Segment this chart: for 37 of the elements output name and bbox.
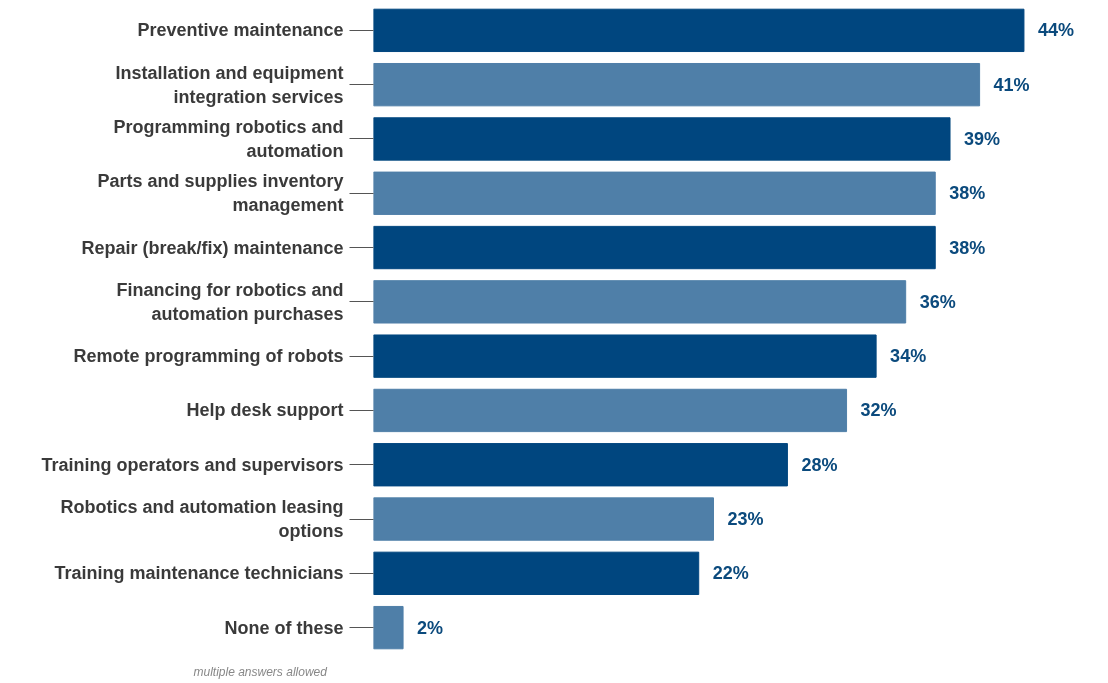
bar bbox=[373, 388, 848, 433]
y-tick-label: Parts and supplies inventory management bbox=[97, 171, 344, 216]
y-tick-label: None of these bbox=[224, 617, 344, 638]
y-tick-label: Installation and equipment integration services bbox=[115, 62, 344, 107]
bar bbox=[373, 225, 936, 270]
y-tick-label: Repair (break/fix) maintenance bbox=[81, 237, 344, 258]
data-label: 22% bbox=[712, 563, 749, 584]
bar bbox=[373, 443, 788, 487]
bar bbox=[373, 605, 404, 650]
y-tick-label: Training operators and supervisors bbox=[41, 454, 344, 475]
data-label: 39% bbox=[964, 128, 1001, 149]
y-tick-label: Robotics and automation leasing options bbox=[60, 497, 344, 542]
y-tick-label: Training maintenance technicians bbox=[54, 563, 344, 584]
bar bbox=[373, 551, 700, 596]
y-tick-label: Programming robotics and automation bbox=[113, 116, 344, 161]
data-label: 44% bbox=[1037, 20, 1074, 41]
data-label: 32% bbox=[860, 400, 897, 421]
bar bbox=[373, 280, 907, 324]
y-tick-label: Preventive maintenance bbox=[137, 20, 344, 41]
data-label: 38% bbox=[949, 237, 986, 258]
data-label: 23% bbox=[727, 509, 764, 530]
bar bbox=[373, 8, 1025, 53]
bar bbox=[373, 497, 714, 541]
bar bbox=[373, 117, 951, 161]
y-tick-label: Help desk support bbox=[186, 400, 344, 421]
y-tick-label: Financing for robotics and automation purchases bbox=[116, 279, 344, 324]
bar bbox=[373, 334, 877, 378]
y-tick-label: Remote programming of robots bbox=[73, 346, 344, 367]
data-label: 41% bbox=[993, 74, 1030, 95]
data-label: 36% bbox=[919, 291, 956, 312]
bar bbox=[373, 171, 936, 215]
bar bbox=[373, 62, 981, 107]
data-label: 38% bbox=[949, 183, 986, 204]
text: multiple answers allowed bbox=[193, 664, 328, 679]
data-label: 2% bbox=[417, 617, 444, 638]
data-label: 34% bbox=[890, 346, 927, 367]
data-label: 28% bbox=[801, 454, 838, 475]
